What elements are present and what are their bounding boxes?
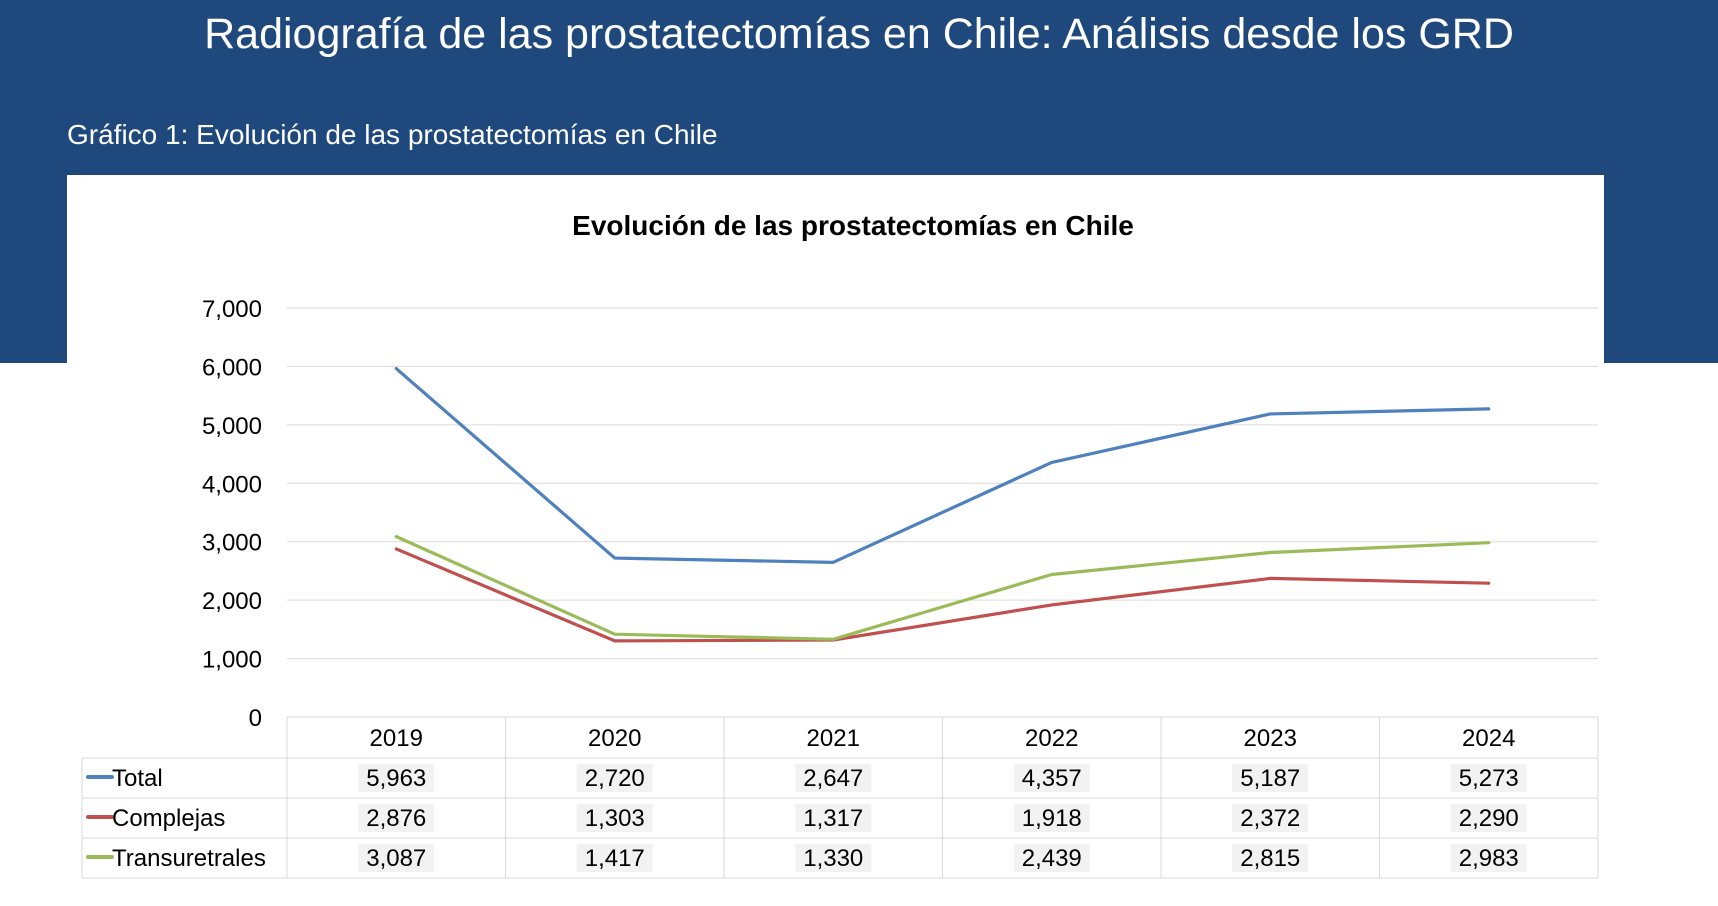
series-line-total <box>394 366 1491 564</box>
data-label: 2,439 <box>1022 845 1082 872</box>
cell-background <box>795 804 872 832</box>
cell-background <box>1232 804 1309 832</box>
data-label: 3,087 <box>366 845 426 872</box>
y-tick-label: 2,000 <box>202 588 262 615</box>
chart-title: Evolución de las prostatectomías en Chil… <box>572 210 1134 241</box>
y-tick-label: 5,000 <box>202 413 262 440</box>
data-label: 1,303 <box>585 805 645 832</box>
legend-label: Complejas <box>112 805 225 832</box>
cell-background <box>576 804 653 832</box>
line-chart: Evolución de las prostatectomías en Chil… <box>81 210 1599 879</box>
data-label: 2,876 <box>366 805 426 832</box>
cell-background <box>358 844 435 872</box>
x-tick-label: 2022 <box>1025 725 1078 752</box>
y-tick-label: 4,000 <box>202 471 262 498</box>
x-tick-label: 2023 <box>1244 725 1297 752</box>
cell-background <box>1450 804 1527 832</box>
data-label: 2,983 <box>1459 845 1519 872</box>
y-tick-label: 7,000 <box>202 296 262 323</box>
y-tick-label: 0 <box>249 705 262 732</box>
y-tick-label: 1,000 <box>202 647 262 674</box>
y-tick-label: 3,000 <box>202 530 262 557</box>
cell-background <box>1013 804 1090 832</box>
cell-background <box>358 764 435 792</box>
cell-background <box>1232 844 1309 872</box>
data-label: 1,417 <box>585 845 645 872</box>
data-label: 2,647 <box>803 765 863 792</box>
x-tick-label: 2020 <box>588 725 641 752</box>
legend-label: Total <box>112 765 163 792</box>
data-label: 5,187 <box>1240 765 1300 792</box>
cell-background <box>576 844 653 872</box>
series-line-complejas <box>394 547 1491 643</box>
data-label: 2,290 <box>1459 805 1519 832</box>
data-label: 2,815 <box>1240 845 1300 872</box>
cell-background <box>795 844 872 872</box>
data-label: 2,372 <box>1240 805 1300 832</box>
legend-label: Transuretrales <box>112 845 266 872</box>
y-tick-label: 6,000 <box>202 354 262 381</box>
x-tick-label: 2019 <box>370 725 423 752</box>
x-tick-label: 2021 <box>807 725 860 752</box>
data-label: 1,330 <box>803 845 863 872</box>
cell-background <box>1013 764 1090 792</box>
cell-background <box>1450 764 1527 792</box>
cell-background <box>1013 844 1090 872</box>
chart-panel: Evolución de las prostatectomías en Chil… <box>67 175 1604 906</box>
data-label: 1,918 <box>1022 805 1082 832</box>
cell-background <box>1450 844 1527 872</box>
data-label: 1,317 <box>803 805 863 832</box>
cell-background <box>795 764 872 792</box>
data-label: 2,720 <box>585 765 645 792</box>
page-title: Radiografía de las prostatectomías en Ch… <box>204 10 1514 58</box>
x-tick-label: 2024 <box>1462 725 1515 752</box>
data-label: 5,963 <box>366 765 426 792</box>
data-label: 4,357 <box>1022 765 1082 792</box>
data-label: 5,273 <box>1459 765 1519 792</box>
cell-background <box>1232 764 1309 792</box>
cell-background <box>576 764 653 792</box>
cell-background <box>358 804 435 832</box>
series-line-transuretrales <box>394 535 1491 641</box>
chart-caption: Gráfico 1: Evolución de las prostatectom… <box>67 119 718 150</box>
